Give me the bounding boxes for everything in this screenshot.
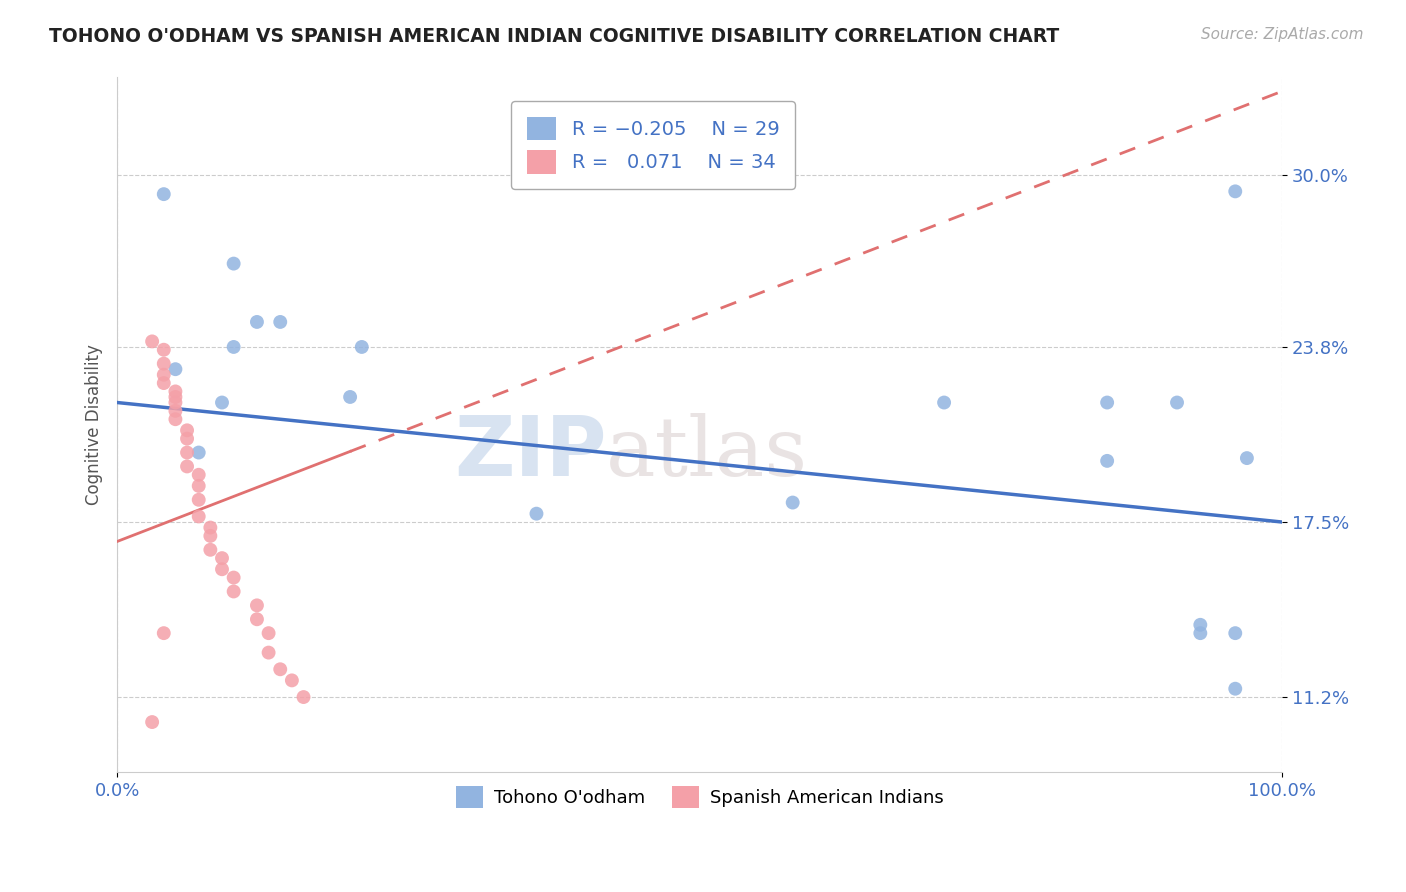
Point bbox=[176, 423, 198, 437]
Point bbox=[152, 357, 174, 371]
Point bbox=[165, 395, 187, 409]
Point bbox=[1189, 626, 1212, 640]
Point bbox=[152, 376, 174, 390]
Point bbox=[200, 520, 222, 534]
Point bbox=[350, 340, 373, 354]
Point bbox=[222, 584, 245, 599]
Point bbox=[269, 662, 291, 676]
Point bbox=[187, 492, 209, 507]
Point bbox=[246, 315, 269, 329]
Point bbox=[526, 507, 548, 521]
Point bbox=[1095, 395, 1118, 409]
Point bbox=[165, 390, 187, 404]
Text: Source: ZipAtlas.com: Source: ZipAtlas.com bbox=[1201, 27, 1364, 42]
Point bbox=[211, 562, 233, 576]
Point bbox=[1225, 681, 1247, 696]
Point bbox=[187, 467, 209, 482]
Point bbox=[281, 673, 304, 688]
Point bbox=[1225, 185, 1247, 199]
Text: atlas: atlas bbox=[606, 412, 808, 492]
Point bbox=[152, 626, 174, 640]
Point bbox=[292, 690, 315, 704]
Point bbox=[1236, 451, 1258, 466]
Point bbox=[176, 459, 198, 474]
Point bbox=[152, 343, 174, 357]
Y-axis label: Cognitive Disability: Cognitive Disability bbox=[86, 344, 103, 505]
Point bbox=[1166, 395, 1188, 409]
Point bbox=[176, 445, 198, 459]
Point bbox=[165, 362, 187, 376]
Point bbox=[200, 542, 222, 557]
Point bbox=[222, 340, 245, 354]
Point bbox=[187, 445, 209, 459]
Point bbox=[257, 626, 280, 640]
Point bbox=[187, 479, 209, 493]
Point bbox=[1095, 454, 1118, 468]
Point bbox=[152, 187, 174, 202]
Point bbox=[1225, 626, 1247, 640]
Point bbox=[165, 384, 187, 399]
Point bbox=[211, 551, 233, 566]
Point bbox=[152, 368, 174, 382]
Point bbox=[165, 404, 187, 418]
Point bbox=[222, 257, 245, 271]
Point bbox=[200, 529, 222, 543]
Point bbox=[187, 509, 209, 524]
Point bbox=[257, 646, 280, 660]
Point bbox=[246, 612, 269, 626]
Point bbox=[165, 412, 187, 426]
Legend: Tohono O'odham, Spanish American Indians: Tohono O'odham, Spanish American Indians bbox=[449, 779, 950, 815]
Point bbox=[339, 390, 361, 404]
Point bbox=[141, 334, 163, 349]
Text: ZIP: ZIP bbox=[454, 412, 606, 493]
Point bbox=[1189, 617, 1212, 632]
Point bbox=[176, 432, 198, 446]
Point bbox=[782, 495, 804, 509]
Text: TOHONO O'ODHAM VS SPANISH AMERICAN INDIAN COGNITIVE DISABILITY CORRELATION CHART: TOHONO O'ODHAM VS SPANISH AMERICAN INDIA… bbox=[49, 27, 1060, 45]
Point bbox=[932, 395, 955, 409]
Point bbox=[211, 395, 233, 409]
Point bbox=[246, 599, 269, 613]
Point bbox=[269, 315, 291, 329]
Point bbox=[222, 571, 245, 585]
Point bbox=[141, 714, 163, 729]
